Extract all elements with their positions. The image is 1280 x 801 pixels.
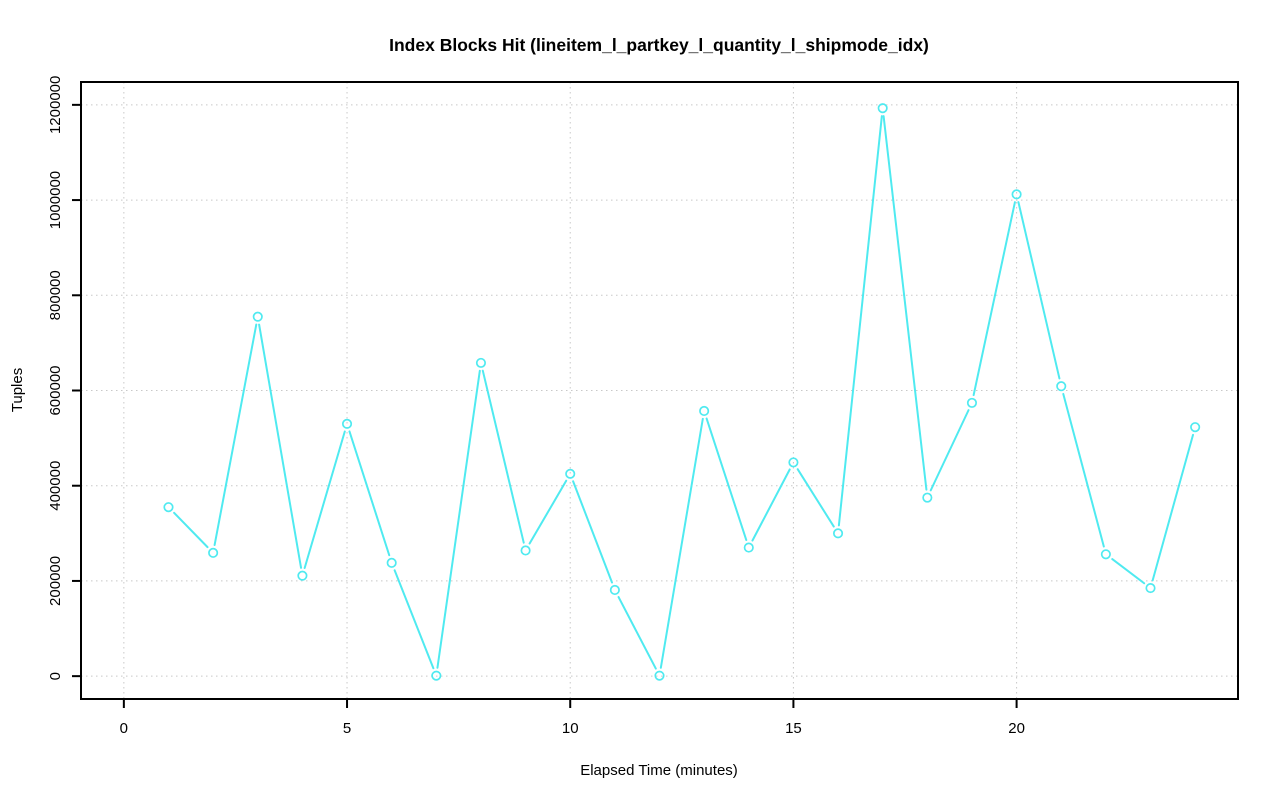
data-line-segments	[173, 115, 1195, 670]
x-axis-title: Elapsed Time (minutes)	[580, 762, 738, 779]
y-tick-label: 800000	[47, 270, 64, 320]
data-point-marker	[386, 557, 397, 568]
data-point-marker	[922, 492, 933, 503]
data-points	[163, 103, 1201, 681]
y-tick-label: 400000	[47, 461, 64, 511]
x-tick-label: 0	[120, 720, 128, 737]
y-tick-label: 0	[47, 672, 64, 680]
plot-border	[80, 81, 1239, 700]
y-tick-label: 600000	[47, 365, 64, 415]
data-point-marker	[297, 570, 308, 581]
chart-title: Index Blocks Hit (lineitem_l_partkey_l_q…	[389, 35, 929, 55]
y-tick-label: 200000	[47, 556, 64, 606]
data-point-marker	[1190, 422, 1201, 433]
gridlines	[81, 82, 1238, 699]
data-point-marker	[163, 502, 174, 513]
data-point-marker	[1145, 583, 1156, 594]
data-point-marker	[788, 457, 799, 468]
data-point-marker	[832, 528, 844, 539]
data-point-marker	[208, 547, 219, 558]
data-point-marker	[654, 670, 665, 681]
data-point-marker	[966, 397, 978, 408]
data-point-marker	[699, 405, 710, 417]
x-tick-label: 10	[562, 720, 579, 737]
data-point-marker	[609, 584, 620, 596]
data-point-marker	[252, 311, 263, 322]
data-point-marker	[1056, 381, 1067, 392]
x-tick-labels: 0 5 10 15 20	[120, 720, 1025, 737]
x-tick-label: 15	[785, 720, 802, 737]
data-point-marker	[475, 357, 487, 368]
y-tick-label: 1200000	[47, 76, 64, 134]
data-point-marker	[431, 670, 442, 681]
data-point-marker	[877, 103, 888, 114]
data-point-marker	[743, 542, 754, 553]
data-point-marker	[341, 418, 353, 429]
x-tick-label: 20	[1008, 720, 1025, 737]
axis-ticks	[72, 103, 1018, 708]
x-tick-label: 5	[343, 720, 351, 737]
data-point-marker	[1011, 189, 1022, 200]
data-point-marker	[520, 545, 531, 556]
data-point-marker	[565, 468, 576, 479]
data-point-marker	[1100, 549, 1111, 560]
y-tick-label: 1000000	[47, 171, 64, 229]
y-axis-title: Tuples	[9, 368, 26, 412]
y-tick-labels: 0 200000 400000 600000 800000 1000000 1200000	[47, 76, 64, 681]
